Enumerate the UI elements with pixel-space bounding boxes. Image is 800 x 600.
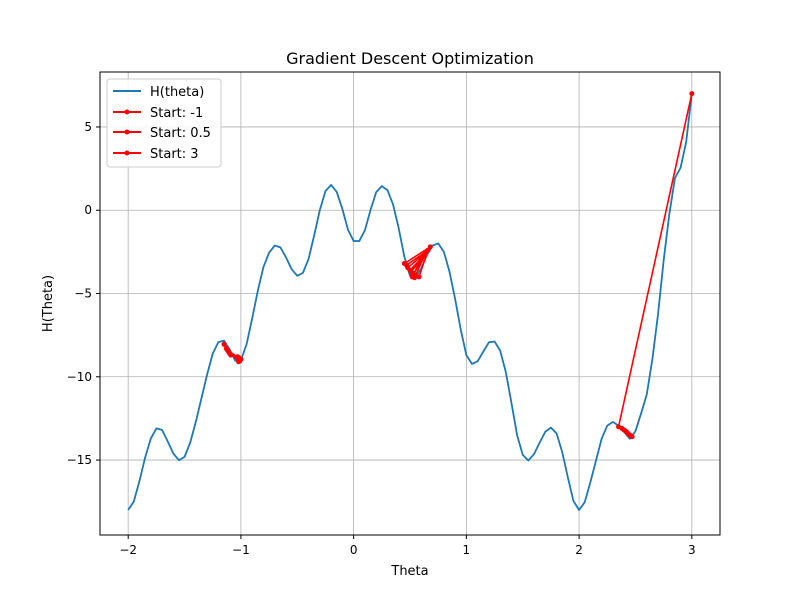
descent-point	[625, 430, 631, 436]
legend-marker	[124, 150, 130, 156]
x-tick-label: 1	[463, 543, 471, 557]
axes-frame	[99, 71, 721, 536]
y-tick-label: −10	[67, 370, 92, 384]
y-tick-label: −5	[74, 287, 92, 301]
legend: H(theta) Start: -1 Start: 0.5 Start: 3	[106, 78, 222, 168]
grid-lines	[100, 72, 720, 535]
x-tick-label: 2	[575, 543, 583, 557]
descent-point	[221, 341, 227, 347]
legend-item-start-neg1: Start: -1	[113, 106, 203, 121]
legend-marker	[124, 129, 130, 135]
descent-path-3	[616, 91, 695, 440]
chart-title: Gradient Descent Optimization	[286, 49, 534, 68]
descent-point	[416, 274, 422, 280]
y-tick-label: 0	[84, 203, 92, 217]
x-tick-label: 0	[350, 543, 358, 557]
descent-point	[689, 91, 695, 97]
legend-item-start-0-5: Start: 0.5	[113, 126, 211, 141]
legend-marker	[124, 109, 130, 115]
y-tick-label: −15	[67, 453, 92, 467]
descent-path-1	[221, 341, 244, 365]
x-tick-label: −1	[232, 543, 250, 557]
y-axis-label: H(Theta)	[41, 275, 56, 332]
x-axis-label: Theta	[390, 564, 428, 579]
legend-label: Start: 3	[150, 147, 199, 162]
legend-item-h-theta: H(theta)	[113, 85, 204, 100]
plot-area	[127, 91, 695, 511]
legend-label: Start: 0.5	[150, 126, 211, 141]
y-tick-label: 5	[84, 120, 92, 134]
axis-ticks: −2 −1 0 1 2 3−15−10−505	[67, 120, 696, 557]
descent-point	[408, 269, 414, 275]
x-tick-label: 3	[688, 543, 696, 557]
descent-point	[228, 352, 234, 358]
legend-label: Start: -1	[150, 106, 203, 121]
x-tick-label: −2	[119, 543, 137, 557]
descent-point	[235, 354, 241, 360]
descent-path-2	[401, 244, 433, 281]
legend-box	[106, 78, 222, 168]
legend-item-start-3: Start: 3	[113, 147, 199, 162]
descent-point	[418, 256, 424, 262]
descent-paths	[221, 91, 695, 440]
legend-label: H(theta)	[150, 85, 204, 100]
